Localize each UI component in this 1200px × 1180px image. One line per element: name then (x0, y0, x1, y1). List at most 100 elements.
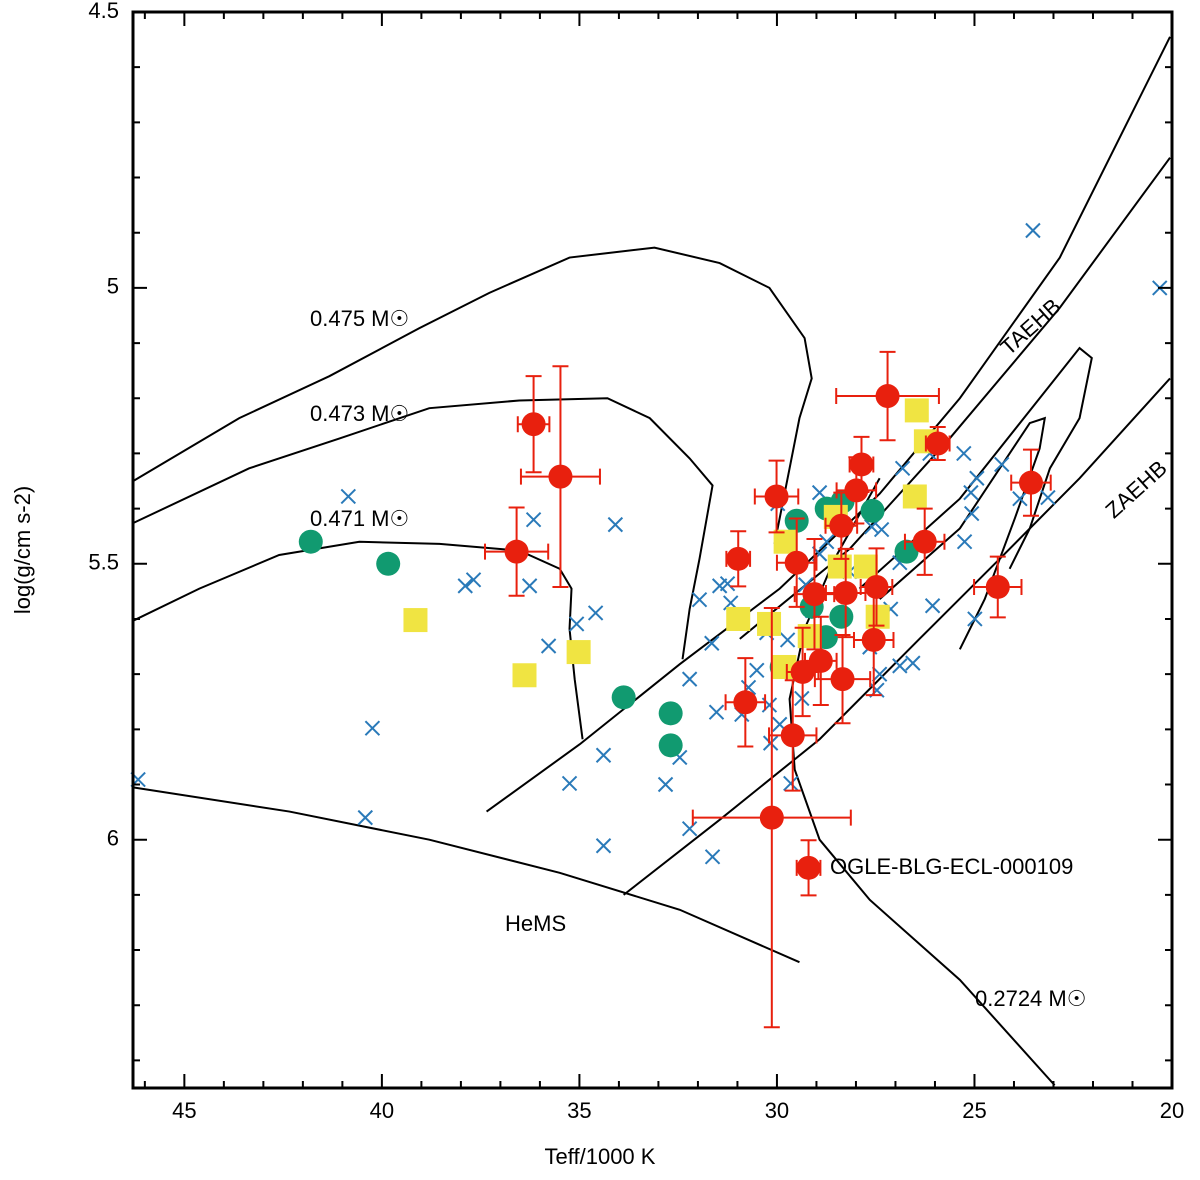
circle-marker (849, 452, 874, 477)
square-marker (773, 529, 798, 554)
circle-marker (833, 581, 858, 606)
cross-marker (357, 809, 374, 826)
cross-marker (871, 666, 888, 682)
annotation: ZAEHB (1101, 455, 1172, 523)
circle-marker (790, 659, 815, 684)
cross-marker (595, 838, 612, 854)
circle-marker (298, 529, 323, 554)
cross-marker (561, 775, 578, 792)
cross-marker (708, 704, 725, 720)
circle-marker (759, 805, 784, 830)
model-track (623, 377, 1171, 896)
cross-marker (521, 578, 538, 594)
circle-marker (861, 627, 886, 652)
x-tick-label: 35 (567, 1098, 591, 1123)
circle-marker (733, 690, 758, 715)
cross-marker (681, 671, 698, 687)
annotation: 0.475 M☉ (310, 306, 409, 331)
cross-marker (1025, 222, 1041, 239)
plot-frame (131, 10, 1174, 1090)
circle-marker (829, 513, 854, 538)
square-marker (726, 606, 751, 631)
square-marker (512, 663, 537, 688)
circle-marker (808, 648, 833, 673)
cross-marker (963, 505, 980, 522)
cross-marker (657, 776, 674, 793)
annotation: 0.2724 M☉ (975, 986, 1086, 1011)
cross-marker (892, 658, 908, 674)
cross-marker (967, 611, 983, 627)
model-track (131, 246, 813, 545)
circle-marker (784, 550, 809, 575)
cross-marker (873, 521, 890, 538)
cross-marker (924, 598, 941, 614)
annotation: 0.473 M☉ (310, 401, 409, 426)
square-marker (403, 608, 428, 633)
y-tick-label: 6 (107, 826, 119, 851)
cross-marker (894, 460, 911, 477)
circle-marker (802, 582, 827, 607)
circle-marker (925, 431, 950, 456)
square-marker (853, 554, 878, 579)
model-track (788, 477, 1056, 1086)
x-tick-label: 25 (962, 1098, 986, 1123)
square-marker (757, 611, 782, 636)
y-tick-label: 5 (107, 274, 119, 299)
model-track (485, 36, 1171, 813)
x-tick-label: 45 (172, 1098, 196, 1123)
circle-marker (844, 478, 869, 503)
x-axis-label: Teff/1000 K (545, 1144, 656, 1169)
annotation: TAEHB (996, 293, 1066, 360)
circle-marker (780, 723, 805, 748)
circle-marker (1018, 470, 1043, 495)
cross-marker (956, 445, 972, 462)
cross-marker (540, 638, 557, 654)
model-track (131, 540, 584, 740)
y-axis-label: log(g/cm s-2) (10, 486, 35, 614)
x-tick-label: 40 (370, 1098, 394, 1123)
circle-marker (860, 498, 885, 523)
circle-marker (830, 667, 855, 692)
cross-marker (779, 632, 796, 648)
cross-marker (783, 775, 799, 792)
circle-marker (894, 539, 919, 564)
cross-marker (1012, 490, 1028, 507)
circle-marker (912, 529, 937, 554)
circle-marker (864, 574, 889, 599)
circle-marker (726, 546, 751, 571)
square-marker (566, 640, 591, 665)
cross-marker (587, 605, 604, 621)
y-tick-label: 5.5 (88, 550, 119, 575)
x-tick-label: 20 (1160, 1098, 1184, 1123)
cross-marker (681, 820, 698, 837)
cross-marker (340, 488, 357, 505)
cross-marker (525, 511, 542, 528)
circle-marker (548, 464, 573, 489)
cross-marker (963, 484, 979, 501)
cross-marker (905, 655, 921, 671)
circle-marker (875, 384, 900, 409)
cross-marker (819, 534, 835, 550)
cross-marker (749, 662, 765, 678)
circle-marker (829, 604, 854, 629)
circle-marker (376, 551, 401, 576)
circle-marker (611, 685, 636, 710)
cross-marker (607, 516, 624, 533)
cross-marker (364, 720, 381, 736)
circle-marker (985, 574, 1010, 599)
square-marker (902, 484, 927, 509)
model-track (132, 786, 800, 964)
cross-marker (762, 735, 779, 751)
cross-marker (595, 747, 612, 763)
model-track (858, 346, 1093, 590)
cross-marker (704, 635, 720, 651)
y-tick-label: 4.5 (88, 0, 119, 23)
circle-marker (658, 733, 683, 758)
annotation: HeMS (505, 911, 566, 936)
model-track (131, 397, 714, 660)
circle-marker (796, 855, 821, 880)
annotation: 0.471 M☉ (310, 506, 409, 531)
cross-marker (704, 849, 721, 865)
cross-marker (719, 575, 736, 592)
